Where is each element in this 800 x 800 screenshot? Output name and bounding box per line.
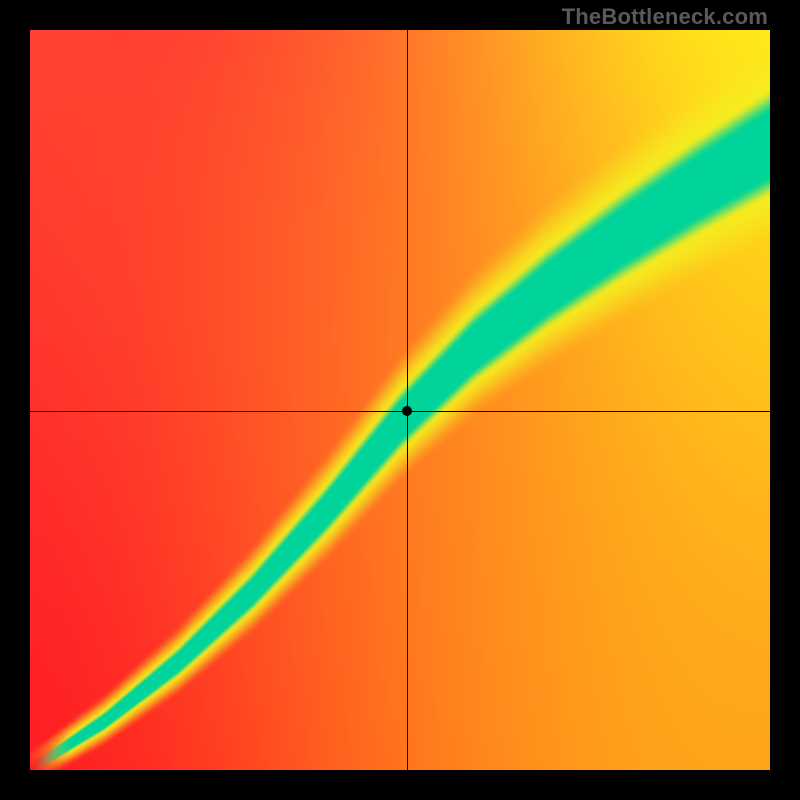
crosshair-marker: [402, 406, 412, 416]
chart-container: { "watermark": { "text": "TheBottleneck.…: [0, 0, 800, 800]
watermark-text: TheBottleneck.com: [562, 4, 768, 30]
bottleneck-heatmap: [30, 30, 770, 770]
crosshair-horizontal: [30, 411, 770, 412]
crosshair-vertical: [407, 30, 408, 770]
